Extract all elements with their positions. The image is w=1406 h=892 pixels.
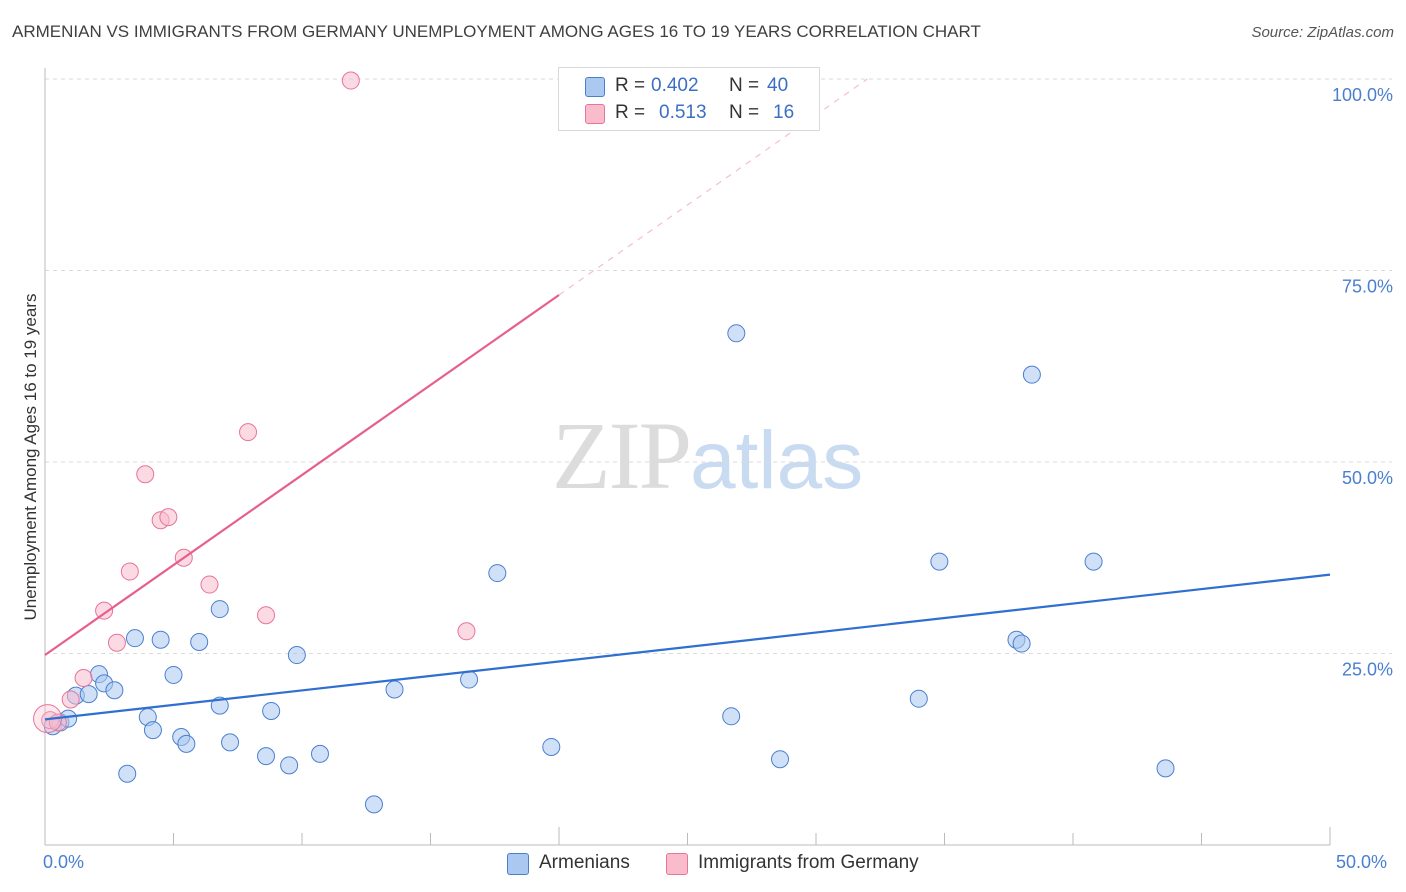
- stats-legend: R = 0.402 N = 40 R = 0.513 N = 16: [558, 67, 820, 131]
- point-armenians: [930, 552, 949, 571]
- watermark: ZIPatlas: [552, 400, 863, 511]
- point-germany: [239, 423, 258, 442]
- point-armenians: [221, 733, 240, 752]
- point-armenians: [257, 747, 276, 766]
- legend-r-label: R =: [615, 75, 646, 96]
- point-armenians: [287, 646, 306, 665]
- y-tick-label: 100.0%: [1332, 85, 1393, 105]
- chart-source: Source: ZipAtlas.com: [1251, 24, 1394, 41]
- point-germany: [136, 465, 155, 484]
- point-germany: [61, 690, 80, 709]
- y-tick-label: 25.0%: [1342, 660, 1393, 680]
- point-armenians: [909, 689, 928, 708]
- watermark-zip: ZIP: [552, 402, 692, 509]
- bottom-legend-swatch-armenians: [507, 853, 529, 875]
- bottom-legend-label-armenians: Armenians: [539, 852, 630, 873]
- legend-r-label: R =: [615, 102, 646, 123]
- bottom-legend-swatch-germany: [666, 853, 688, 875]
- y-tick-label: 50.0%: [1342, 468, 1393, 488]
- legend-n-value: 16: [773, 102, 795, 123]
- point-armenians: [542, 737, 561, 756]
- point-armenians: [310, 744, 329, 763]
- y-tick-label: 75.0%: [1342, 277, 1393, 297]
- point-germany: [341, 71, 360, 90]
- point-armenians: [118, 764, 137, 783]
- point-armenians: [1084, 552, 1103, 571]
- legend-r-value: 0.402: [651, 75, 699, 96]
- point-armenians: [151, 630, 170, 649]
- point-armenians: [210, 600, 229, 619]
- legend-swatch-armenians: [585, 77, 605, 97]
- legend-n-label: N =: [729, 75, 760, 96]
- legend-n-value: 40: [767, 75, 789, 96]
- point-germany: [74, 669, 93, 688]
- point-armenians: [727, 324, 746, 343]
- point-armenians: [385, 680, 404, 699]
- point-germany: [159, 508, 178, 527]
- point-germany: [120, 562, 139, 581]
- point-armenians: [190, 633, 209, 652]
- x-tick-min: 0.0%: [43, 852, 85, 872]
- legend-r-value: 0.513: [659, 102, 707, 123]
- point-armenians: [177, 734, 196, 753]
- point-armenians: [125, 629, 144, 648]
- point-germany: [95, 601, 114, 620]
- point-armenians: [771, 750, 790, 769]
- trend-line-germany: [44, 294, 560, 656]
- point-armenians: [262, 701, 281, 720]
- point-germany: [457, 622, 476, 641]
- point-germany: [257, 606, 276, 625]
- x-tick-max: 50.0%: [1336, 852, 1388, 872]
- point-armenians: [1156, 759, 1175, 778]
- chart-title: ARMENIAN VS IMMIGRANTS FROM GERMANY UNEM…: [12, 22, 981, 41]
- point-armenians: [722, 707, 741, 726]
- point-armenians: [210, 696, 229, 715]
- point-germany: [200, 575, 219, 594]
- point-armenians: [364, 795, 383, 814]
- point-armenians: [280, 756, 299, 775]
- point-armenians: [1012, 634, 1031, 653]
- legend-swatch-germany: [585, 104, 605, 124]
- point-armenians: [460, 670, 479, 689]
- point-armenians: [1022, 365, 1041, 384]
- point-armenians: [79, 685, 98, 704]
- point-armenians: [164, 665, 183, 684]
- trend-line-armenians: [44, 573, 1331, 721]
- point-armenians: [488, 564, 507, 583]
- point-germany: [107, 633, 126, 652]
- watermark-atlas: atlas: [690, 415, 864, 506]
- point-armenians: [105, 681, 124, 700]
- point-armenians: [143, 721, 162, 740]
- bottom-legend-label-germany: Immigrants from Germany: [698, 852, 919, 873]
- y-axis-label: Unemployment Among Ages 16 to 19 years: [21, 294, 40, 621]
- legend-n-label: N =: [729, 102, 760, 123]
